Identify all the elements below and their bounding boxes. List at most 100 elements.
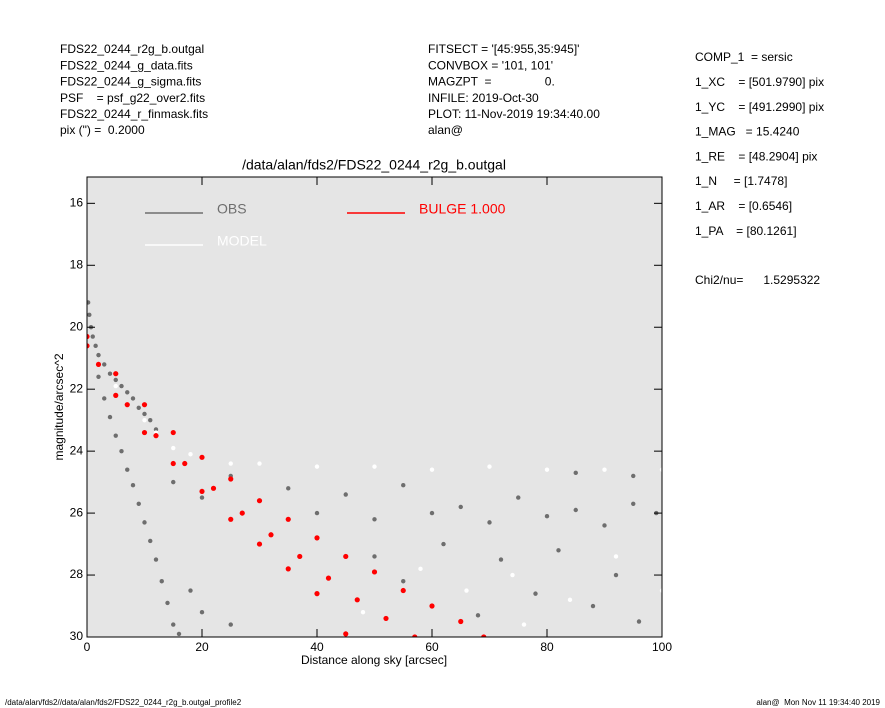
data-point <box>199 454 205 460</box>
header-right-line: 1_XC = [501.9790] pix <box>695 75 824 89</box>
data-point <box>371 569 378 575</box>
data-point <box>573 470 578 476</box>
plot-marks <box>87 300 662 637</box>
legend-label: MODEL <box>217 233 267 249</box>
data-point <box>286 486 291 491</box>
data-point <box>516 495 521 500</box>
data-point <box>314 510 320 516</box>
data-point <box>418 566 423 572</box>
header-center-line: CONVBOX = '101, 101' <box>428 58 553 72</box>
data-point <box>113 377 118 383</box>
data-point <box>521 622 527 627</box>
data-point <box>372 517 377 522</box>
data-point <box>602 523 607 528</box>
data-point <box>314 464 320 469</box>
data-point <box>602 467 607 472</box>
header-right-line: 1_MAG = 15.4240 <box>695 125 800 139</box>
data-point <box>136 405 141 410</box>
footer-stamp: alan@ Mon Nov 11 19:34:40 2019 <box>756 698 880 707</box>
data-point <box>199 610 205 615</box>
data-point <box>458 618 464 625</box>
data-point <box>113 392 119 398</box>
data-point <box>96 374 101 379</box>
data-point <box>285 566 291 572</box>
data-point <box>556 548 561 553</box>
data-point <box>142 411 147 417</box>
data-point <box>372 554 377 559</box>
header-right-line: 1_N = [1.7478] <box>695 174 787 188</box>
data-point <box>87 343 90 349</box>
data-point <box>613 572 619 578</box>
data-point <box>360 610 366 615</box>
data-point <box>400 587 406 594</box>
data-point <box>136 501 141 507</box>
data-point <box>573 507 578 513</box>
data-point <box>124 402 130 408</box>
data-point <box>153 433 159 439</box>
data-point <box>325 575 332 581</box>
data-point <box>113 371 119 377</box>
header-left-line: pix (") = 0.2000 <box>60 123 145 137</box>
data-point <box>102 362 107 367</box>
data-point <box>171 622 176 627</box>
data-point <box>636 619 642 624</box>
data-point <box>590 603 596 609</box>
data-point <box>148 538 153 544</box>
data-point <box>401 579 406 584</box>
plot-frame <box>86 176 663 638</box>
data-point <box>95 361 102 368</box>
data-point <box>257 461 262 466</box>
data-point <box>481 634 487 637</box>
data-point <box>401 483 406 488</box>
x-tick-label: 20 <box>195 640 209 654</box>
data-point <box>354 597 360 603</box>
data-point <box>544 513 550 519</box>
data-point <box>141 402 148 408</box>
y-tick-label: 30 <box>70 629 84 643</box>
data-point <box>153 427 159 432</box>
data-point <box>631 473 636 479</box>
y-tick-label: 26 <box>70 505 84 519</box>
header-center-line: MAGZPT = 0. <box>428 75 555 89</box>
x-tick-label: 60 <box>425 640 439 654</box>
data-point <box>130 396 136 401</box>
data-point <box>119 383 124 389</box>
data-point <box>125 390 130 395</box>
chart-title: /data/alan/fds2/FDS22_0244_r2g_b.outgal <box>242 157 506 173</box>
data-point <box>159 579 164 584</box>
data-point <box>314 591 320 597</box>
data-point <box>199 488 205 495</box>
header-center-line: FITSECT = '[45:955,35:945]' <box>428 42 579 56</box>
data-point <box>148 417 153 423</box>
y-tick-label: 22 <box>70 381 84 395</box>
data-point <box>659 588 662 593</box>
data-point <box>107 371 113 376</box>
data-point <box>631 501 636 507</box>
header-left-line: FDS22_0244_r_finmask.fits <box>60 107 208 121</box>
data-point <box>165 600 170 606</box>
data-point <box>113 383 118 389</box>
data-point <box>343 492 348 497</box>
data-point <box>533 591 538 596</box>
header-left-line: FDS22_0244_g_data.fits <box>60 58 193 72</box>
data-point <box>188 452 193 457</box>
data-point <box>510 572 515 578</box>
data-point <box>659 467 662 472</box>
data-point <box>119 448 124 454</box>
data-point <box>256 541 263 547</box>
y-axis-label: magnitude/arcsec^2 <box>52 353 66 460</box>
data-point <box>102 396 107 401</box>
data-point <box>256 498 263 504</box>
data-point <box>141 429 148 436</box>
data-point <box>87 333 90 340</box>
data-point <box>239 510 245 516</box>
data-point <box>343 553 349 560</box>
x-tick-label: 40 <box>310 640 324 654</box>
data-point <box>170 460 176 467</box>
y-tick-label: 18 <box>70 257 84 271</box>
header-center-line: INFILE: 2019-Oct-30 <box>428 91 539 105</box>
x-axis-label: Distance along sky [arcsec] <box>301 653 447 667</box>
header-right-line: 1_AR = [0.6546] <box>695 199 792 213</box>
data-point <box>487 464 492 469</box>
